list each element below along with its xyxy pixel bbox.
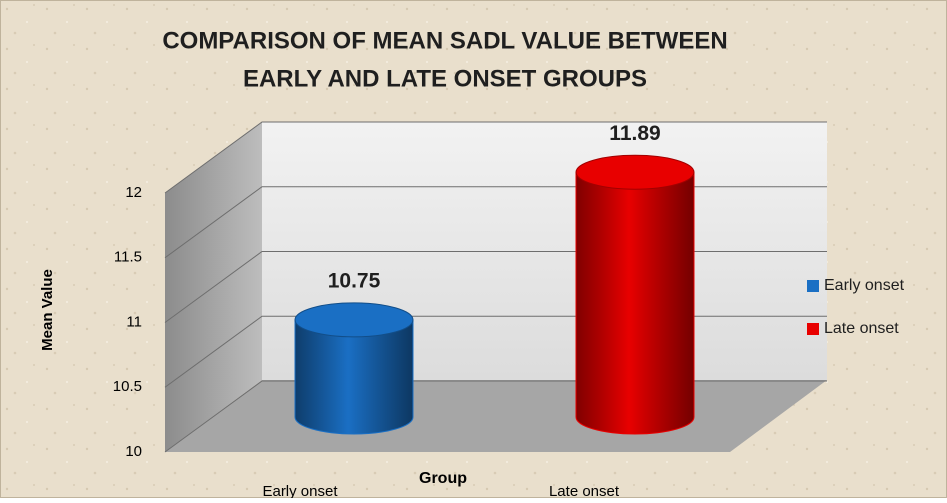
legend-label: Early onset (824, 277, 905, 294)
bar (575, 171, 695, 435)
y-tick-label: 12 (125, 184, 142, 201)
chart-title: EARLY AND LATE ONSET GROUPS (243, 65, 647, 92)
grid-line (164, 121, 827, 194)
y-tick-label: 11.5 (114, 249, 142, 266)
y-tick-label: 11 (126, 313, 142, 330)
legend-label: Late onset (824, 320, 899, 337)
legend-swatch (807, 280, 819, 292)
bar-top (294, 302, 414, 338)
data-label: 11.89 (609, 122, 660, 145)
x-axis-label: Group (419, 470, 467, 487)
chart-title: COMPARISON OF MEAN SADL VALUE BETWEEN (162, 27, 727, 54)
y-axis-label: Mean Value (39, 269, 56, 351)
bar (294, 319, 414, 435)
legend-swatch (807, 323, 819, 335)
data-label: 10.75 (328, 269, 381, 292)
x-tick-label: Late onset (549, 483, 620, 498)
y-tick-label: 10 (125, 443, 142, 460)
x-tick-label: Early onset (262, 483, 338, 498)
floor (165, 380, 827, 452)
y-tick-label: 10.5 (113, 378, 142, 395)
bar-top (575, 154, 695, 190)
